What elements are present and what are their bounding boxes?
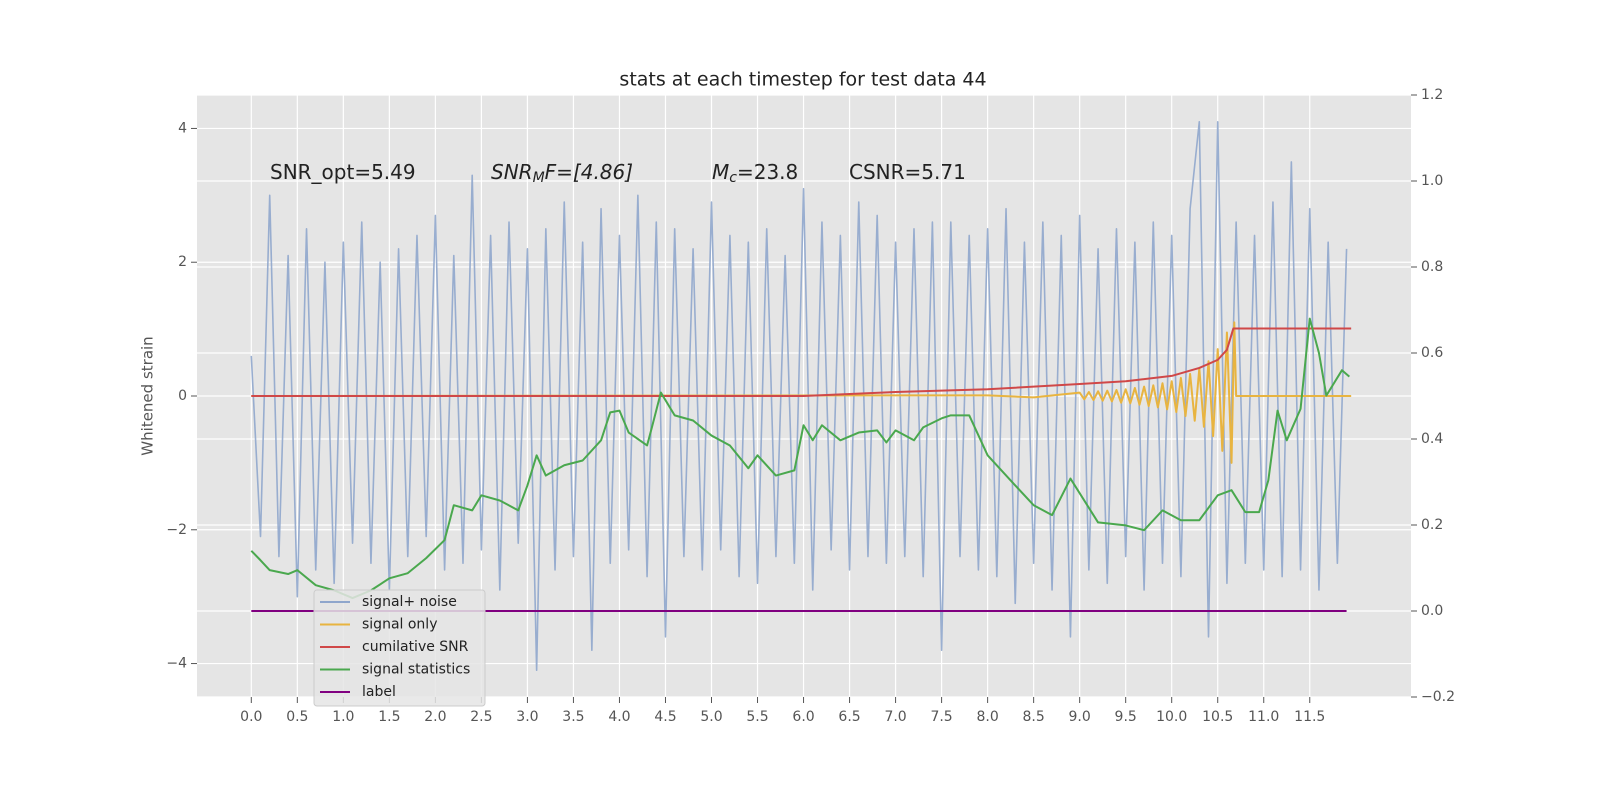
annotations: SNR_opt=5.49 SNRMF=[4.86] Mc=23.8 CSNR=5.71: [270, 160, 966, 187]
legend-label: signal only: [362, 617, 437, 633]
x-tick-label: 6.0: [792, 709, 814, 725]
x-tick-label: 5.0: [700, 709, 722, 725]
annotation-base: SNR_opt=5.49: [270, 160, 416, 184]
legend: signal+ noise signal only cumilative SNR si…: [313, 589, 486, 707]
annotation: CSNR=5.71: [849, 160, 966, 184]
chart-title: stats at each timestep for test data 44: [619, 69, 986, 91]
y2-tick-label: 0.8: [1421, 259, 1443, 275]
legend-box: [313, 589, 486, 707]
x-tick-label: 2.0: [424, 709, 446, 725]
x-tick-label: 9.0: [1069, 709, 1091, 725]
x-tick-label: 4.0: [608, 709, 630, 725]
annotation: Mc=23.8: [712, 160, 798, 187]
legend-label: cumilative SNR: [362, 639, 469, 655]
series-line: [251, 321, 1352, 464]
annotation-base: CSNR=5.71: [849, 160, 966, 184]
x-tick-label: 3.0: [516, 709, 538, 725]
y-tick-label: −2: [166, 522, 187, 538]
y-tick-label: 4: [178, 120, 187, 136]
y-tick-label: −4: [166, 656, 187, 672]
annotation: SNR_opt=5.49: [270, 160, 416, 184]
legend-label: signal+ noise: [362, 594, 457, 610]
annotation-base: M: [712, 160, 729, 184]
y2-tick-label: −0.2: [1421, 689, 1455, 705]
x-tick-label: 7.0: [884, 709, 906, 725]
legend-label: label: [362, 684, 396, 700]
annotation-rest: F=[4.86]: [545, 160, 633, 184]
x-tick-label: 11.0: [1248, 709, 1279, 725]
x-tick-label: 6.5: [838, 709, 860, 725]
y2-tick-label: 0.6: [1421, 345, 1443, 361]
x-tick-label: 2.5: [470, 709, 492, 725]
x-tick-label: 4.5: [654, 709, 676, 725]
x-tick-label: 5.5: [746, 709, 768, 725]
y2-tick-label: 1.0: [1421, 173, 1443, 189]
x-tick-label: 10.0: [1156, 709, 1187, 725]
x-tick-label: 8.0: [976, 709, 998, 725]
x-tick-label: 0.0: [240, 709, 262, 725]
x-tick-label: 1.5: [378, 709, 400, 725]
x-tick-label: 3.5: [562, 709, 584, 725]
y2-tick-label: 0.4: [1421, 431, 1443, 447]
x-tick-label: 9.5: [1115, 709, 1137, 725]
annotation-sub: c: [729, 170, 737, 186]
annotation-sub: M: [533, 170, 545, 186]
y-axis-label: Whitened strain: [139, 336, 157, 455]
x-tick-label: 7.5: [930, 709, 952, 725]
annotation: SNRMF=[4.86]: [491, 160, 633, 187]
series-line: [250, 120, 1348, 672]
y2-tick-label: 1.2: [1421, 87, 1443, 103]
x-tick-label: 1.0: [332, 709, 354, 725]
annotation-base: SNR: [491, 160, 533, 184]
series-line: [250, 317, 1350, 600]
y2-tick-label: 0.2: [1421, 517, 1443, 533]
axes: 0.0 0.5 1.0 1.5 2.0 2.5 3.0 3.5 4.0 4.5 5.0 5.5 6.0 6…: [166, 87, 1455, 725]
x-tick-label: 10.5: [1202, 709, 1233, 725]
y-tick-label: 2: [178, 254, 187, 270]
series-line: [251, 327, 1352, 397]
x-tick-label: 11.5: [1294, 709, 1325, 725]
x-tick-label: 8.5: [1023, 709, 1045, 725]
y2-tick-label: 0.0: [1421, 603, 1443, 619]
marks: [250, 120, 1352, 672]
x-tick-label: 0.5: [286, 709, 308, 725]
legend-label: signal statistics: [362, 662, 470, 678]
y-tick-label: 0: [178, 388, 187, 404]
annotation-rest: =23.8: [737, 160, 798, 184]
